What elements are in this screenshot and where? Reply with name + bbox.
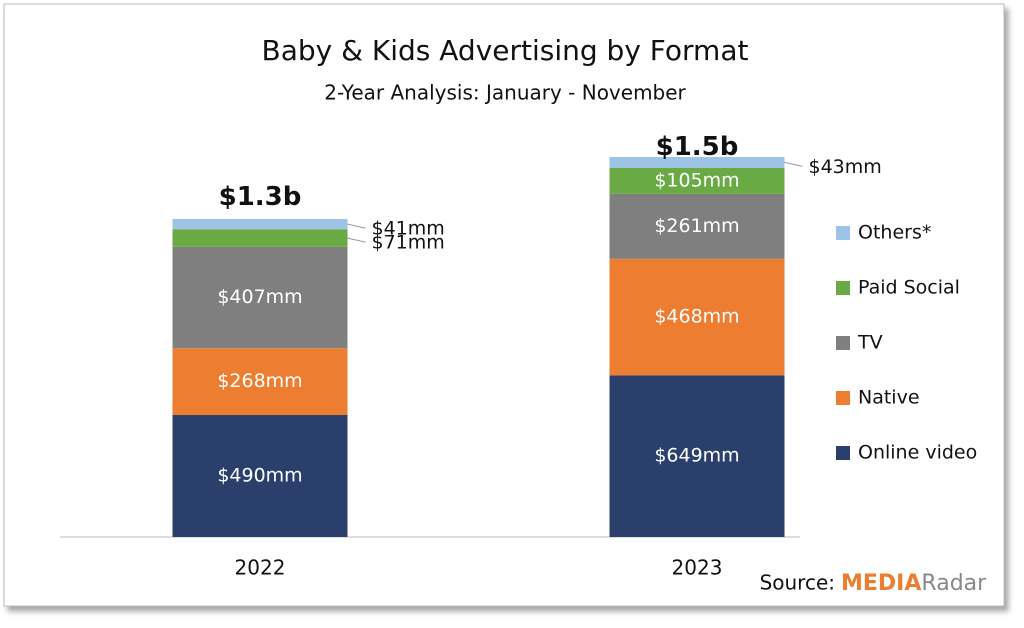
legend-label: Online video [858, 442, 977, 464]
legend-label: Paid Social [858, 277, 960, 299]
legend-swatch [836, 226, 850, 240]
leader-line [784, 161, 803, 167]
legend-swatch [836, 391, 850, 405]
value-label: $41mm [372, 218, 445, 240]
legend-swatch [836, 446, 850, 460]
bar-segment [609, 193, 785, 259]
value-label: $43mm [809, 156, 882, 178]
legend-swatch [836, 336, 850, 350]
x-tick-label: 2023 [672, 556, 723, 580]
logo-part: MEDIA [841, 571, 921, 596]
bar-segment [172, 348, 348, 415]
bar-segment [609, 258, 785, 376]
legend-swatch [836, 281, 850, 295]
bar-segment [609, 157, 785, 168]
bar-segment [172, 229, 348, 247]
bar-segment [172, 219, 348, 230]
bar-segment [609, 167, 785, 194]
total-label: $1.5b [656, 132, 739, 162]
logo-part: Radar [921, 571, 987, 596]
legend-label: TV [857, 332, 883, 354]
value-label: $468mm [654, 306, 739, 328]
x-tick-label: 2022 [235, 556, 286, 580]
value-label: $105mm [654, 169, 739, 191]
value-label: $268mm [217, 370, 302, 392]
source-logo: MEDIARadar [841, 571, 987, 596]
value-label: $407mm [217, 286, 302, 308]
chart-subtitle: 2-Year Analysis: January - November [324, 81, 686, 105]
legend-label: Native [858, 387, 920, 409]
value-label: $71mm [372, 232, 445, 254]
value-label: $261mm [654, 215, 739, 237]
source-label: Source: [760, 571, 835, 595]
leader-line [347, 223, 366, 229]
bar-segment [172, 246, 348, 349]
legend-label: Others* [858, 222, 931, 244]
bar-segment [172, 414, 348, 537]
value-label: $490mm [217, 464, 302, 486]
value-label: $649mm [654, 445, 739, 467]
chart-title: Baby & Kids Advertising by Format [262, 34, 749, 67]
bar-segment [609, 375, 785, 537]
leader-line [347, 237, 366, 243]
frame [3, 3, 1005, 607]
total-label: $1.3b [219, 182, 302, 212]
